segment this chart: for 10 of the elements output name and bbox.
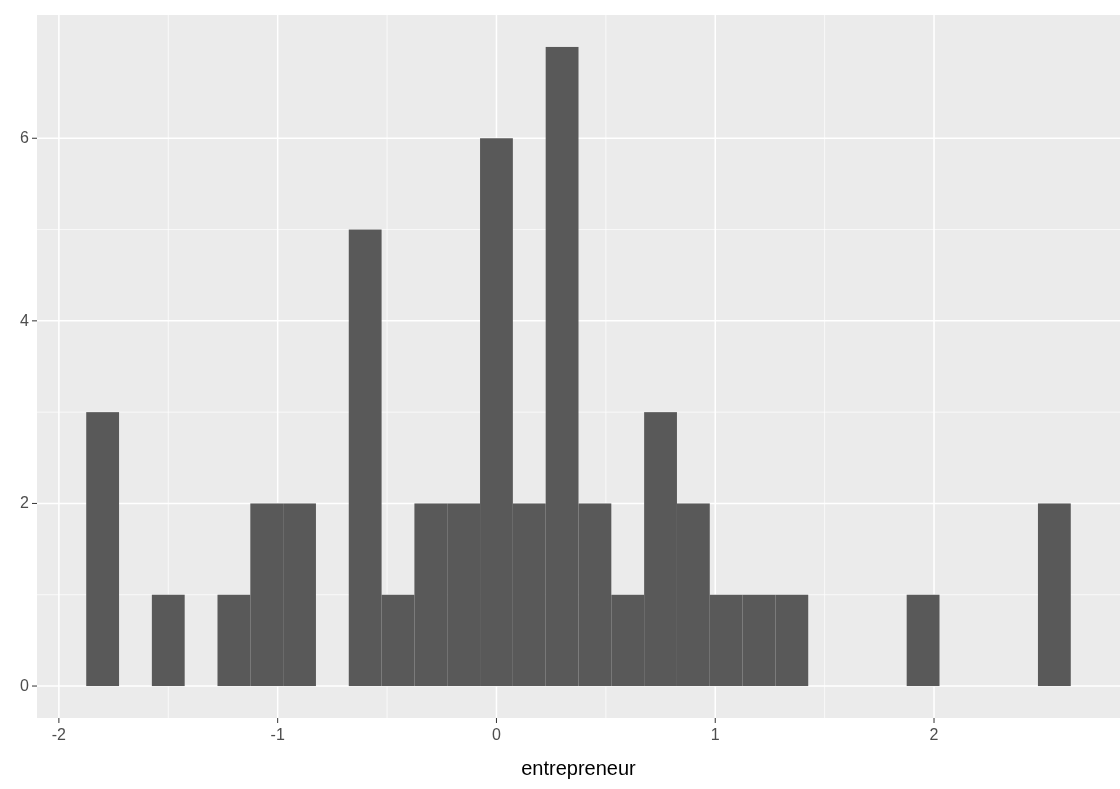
x-tick-label: 2 (929, 726, 939, 743)
y-tick-label: 4 (20, 311, 30, 329)
x-tick-label: 0 (492, 726, 501, 743)
y-tick-label: 2 (20, 494, 30, 512)
x-tick-label: 1 (710, 726, 720, 743)
y-tick-label: 6 (20, 129, 30, 147)
y-tick-label: 0 (20, 677, 30, 695)
x-tick-label: -2 (51, 726, 67, 743)
x-tick-label: -1 (270, 726, 285, 743)
x-axis-title: entrepreneur (521, 757, 637, 779)
